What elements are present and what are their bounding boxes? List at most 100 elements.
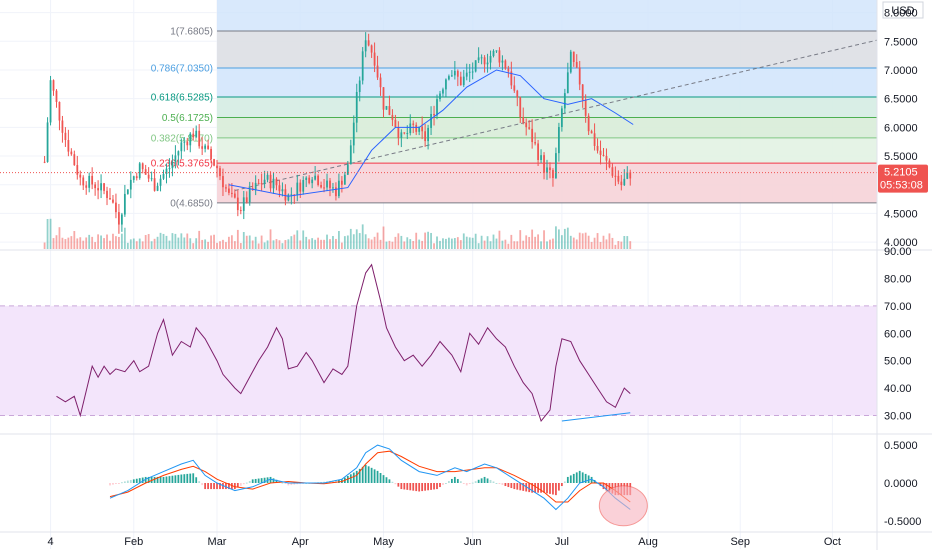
currency-box[interactable] bbox=[882, 1, 924, 19]
candle-body bbox=[439, 93, 441, 100]
volume-bar bbox=[245, 235, 248, 249]
candle-body bbox=[456, 70, 459, 77]
candle-body bbox=[623, 178, 626, 186]
macd-histogram-bar bbox=[489, 479, 492, 483]
volume-bar bbox=[183, 237, 186, 249]
candle-body bbox=[549, 167, 551, 171]
volume-bar bbox=[290, 236, 293, 249]
trendline[interactable] bbox=[234, 39, 878, 191]
currency-label[interactable]: USD bbox=[891, 5, 914, 17]
rsi-axis-tick: 90.00 bbox=[884, 246, 912, 258]
volume-bar bbox=[349, 228, 352, 249]
macd-histogram-bar bbox=[531, 483, 534, 493]
volume-bar bbox=[228, 236, 230, 249]
volume-bar bbox=[352, 234, 355, 249]
candle-body bbox=[132, 176, 135, 180]
macd-histogram-bar bbox=[382, 475, 385, 483]
candle-body bbox=[465, 72, 468, 77]
candle-body bbox=[257, 182, 260, 184]
candle-body bbox=[323, 187, 325, 189]
volume-bar bbox=[563, 228, 566, 249]
volume-bar bbox=[531, 229, 534, 249]
volume-bar bbox=[141, 241, 144, 249]
candle-body bbox=[275, 178, 278, 186]
candle-body bbox=[43, 161, 46, 163]
candle-body bbox=[566, 72, 569, 94]
macd-histogram-bar bbox=[189, 473, 192, 483]
x-axis-tick: Apr bbox=[292, 536, 309, 548]
volume-bar bbox=[543, 230, 545, 249]
rsi-divergence-line[interactable] bbox=[561, 412, 631, 422]
fib-band bbox=[217, 137, 878, 164]
candle-body bbox=[501, 60, 504, 63]
macd-histogram-bar bbox=[501, 483, 504, 486]
macd-histogram-bar bbox=[468, 483, 471, 485]
volume-bar bbox=[560, 235, 563, 249]
candle-body bbox=[153, 178, 156, 191]
macd-histogram-bar bbox=[287, 483, 290, 486]
candle-body bbox=[519, 97, 522, 118]
volume-bar bbox=[587, 235, 590, 249]
volume-bar bbox=[269, 229, 272, 249]
volume-bar bbox=[358, 233, 361, 249]
candle-body bbox=[287, 194, 290, 201]
rsi-axis-tick: 40.00 bbox=[884, 383, 912, 395]
candle-body bbox=[587, 115, 590, 132]
candle-body bbox=[263, 179, 266, 184]
candle-body bbox=[430, 113, 432, 128]
macd-histogram-bar bbox=[263, 477, 266, 483]
candle-body bbox=[605, 155, 608, 161]
candle-body bbox=[46, 122, 49, 162]
candle-body bbox=[468, 71, 471, 73]
volume-bar bbox=[106, 234, 108, 249]
volume-bar bbox=[611, 237, 614, 249]
highlight-circle[interactable] bbox=[598, 485, 648, 527]
candle-body bbox=[450, 75, 453, 77]
macd-histogram-bar bbox=[367, 466, 370, 483]
candle-body bbox=[421, 126, 424, 132]
candle-body bbox=[180, 142, 183, 152]
macd-histogram-bar bbox=[162, 476, 165, 483]
macd-histogram-bar bbox=[257, 478, 260, 483]
volume-bar bbox=[608, 233, 611, 249]
candle-body bbox=[147, 174, 150, 179]
candle-body bbox=[358, 80, 361, 92]
volume-bar bbox=[549, 239, 551, 249]
candle-body bbox=[168, 168, 171, 170]
macd-histogram-bar bbox=[251, 479, 254, 483]
volume-bar bbox=[216, 242, 218, 249]
macd-histogram-bar bbox=[450, 478, 453, 483]
volume-bar bbox=[275, 239, 278, 249]
volume-bar bbox=[153, 238, 156, 249]
macd-histogram-bar bbox=[120, 482, 123, 484]
volume-bar bbox=[605, 239, 608, 249]
volume-bar bbox=[338, 231, 340, 249]
macd-histogram-bar bbox=[269, 476, 272, 483]
price-axis-tick: 8.0000 bbox=[884, 8, 918, 20]
candle-body bbox=[626, 172, 629, 179]
volume-bar bbox=[150, 241, 153, 249]
volume-bar bbox=[284, 240, 287, 249]
macd-histogram-bar bbox=[572, 473, 575, 483]
volume-bar bbox=[427, 231, 429, 249]
candle-body bbox=[620, 181, 623, 186]
volume-bar bbox=[311, 238, 314, 249]
macd-histogram-bar bbox=[430, 483, 432, 490]
candle-body bbox=[400, 132, 403, 138]
volume-bar bbox=[486, 236, 489, 249]
macd-histogram-bar bbox=[406, 483, 409, 490]
candle-body bbox=[281, 189, 284, 192]
price-axis-tick: 7.0000 bbox=[884, 65, 918, 77]
candle-body bbox=[314, 175, 317, 180]
macd-histogram-bar bbox=[156, 476, 159, 483]
candle-body bbox=[575, 61, 578, 68]
macd-histogram-bar bbox=[281, 482, 284, 484]
candle-body bbox=[343, 174, 346, 185]
macd-histogram-bar bbox=[144, 476, 147, 483]
macd-histogram-bar bbox=[118, 483, 120, 484]
volume-bar bbox=[489, 241, 492, 249]
macd-histogram-bar bbox=[388, 479, 391, 483]
macd-histogram-bar bbox=[391, 481, 394, 483]
candle-body bbox=[103, 183, 105, 191]
macd-histogram-bar bbox=[177, 474, 180, 483]
